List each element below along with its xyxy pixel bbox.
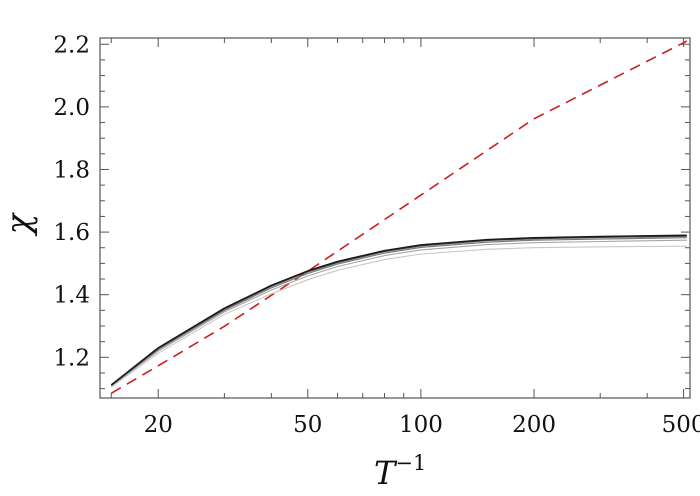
x-axis-title-exponent: −1 <box>395 451 426 475</box>
series-line-1 <box>110 245 687 388</box>
y-axis-title: χ <box>0 211 39 236</box>
x-tick-label: 100 <box>399 412 443 438</box>
series-layer <box>110 40 688 394</box>
plot-frame <box>99 37 691 399</box>
x-tick-label: 50 <box>293 412 322 438</box>
y-tick-label: 1.4 <box>53 283 90 309</box>
y-tick-label: 2.2 <box>53 32 90 58</box>
series-line-dashed <box>110 40 688 394</box>
series-line-3 <box>110 237 687 386</box>
series-line-2 <box>110 239 687 387</box>
x-axis-title-base: T <box>374 454 398 492</box>
x-tick-label: 500 <box>662 412 700 438</box>
x-axis-title: T−1 <box>374 451 426 492</box>
x-tick-label: 20 <box>144 412 173 438</box>
series-line-4 <box>110 235 687 386</box>
ticks-layer: 20 50 100 200 500 1.2 1.4 1.6 1.8 2.0 2.2 <box>53 32 700 438</box>
y-tick-label: 1.8 <box>53 157 90 183</box>
y-tick-label: 2.0 <box>53 95 90 121</box>
y-tick-label: 1.6 <box>53 220 90 246</box>
x-tick-label: 200 <box>512 412 556 438</box>
y-tick-label: 1.2 <box>53 345 90 371</box>
series-line-5 <box>110 234 687 386</box>
